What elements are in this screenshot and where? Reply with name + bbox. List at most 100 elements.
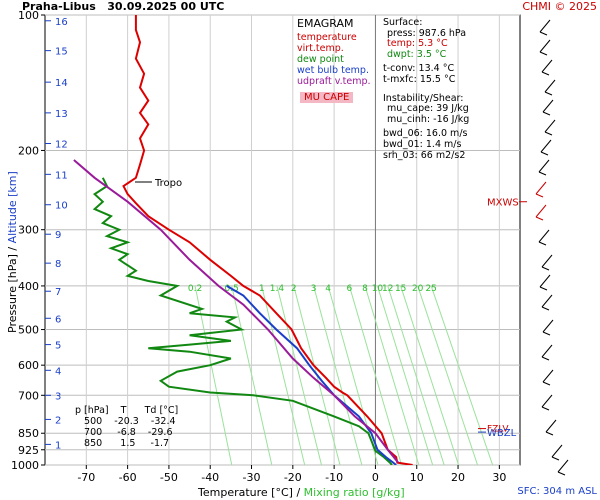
x-tick-label: -50: [160, 471, 178, 484]
mu-cape-badge: MU CAPE: [300, 92, 354, 103]
freezing-level-label: FZLV: [487, 425, 509, 435]
tropopause-label: Tropo: [154, 178, 182, 189]
surface-dwpt: dwpt: 3.5 °C: [387, 48, 447, 60]
series-line-wet-bulb-temp-: [226, 285, 397, 465]
wind-barb-staff: [542, 369, 554, 383]
x-axis-label-temp: Temperature [°C]: [198, 486, 293, 499]
mixing-ratio-line: [364, 285, 420, 465]
mixing-ratio-line: [400, 285, 460, 465]
mixing-ratio-label: 20: [412, 284, 424, 294]
wind-barb-staff: [538, 159, 550, 173]
legend-item-updraft: udpraft v.temp.: [297, 76, 371, 87]
wind-barb-staff: [541, 394, 553, 408]
altitude-tick-label: 4: [55, 366, 61, 377]
altitude-tick-label: 8: [55, 259, 61, 270]
page-title: Praha-Libus 30.09.2025 00 UTC: [22, 0, 224, 13]
altitude-tick-label: 10: [55, 201, 68, 212]
wind-barb-flag: [535, 193, 544, 198]
datetime: 30.09.2025 00 UTC: [107, 0, 225, 13]
legend-item-wet-bulb: wet bulb temp.: [297, 65, 369, 76]
tconv: t-conv: 13.4 °C: [383, 63, 455, 75]
mixing-ratio-label: 3: [311, 284, 317, 294]
max-wind-label: MXWS: [487, 198, 519, 209]
table-row-850: 850 1.5 -1.7: [75, 438, 170, 449]
wind-barb-flag: [551, 456, 560, 461]
legend-item-virt-temp: virt.temp.: [297, 43, 344, 54]
mixing-ratio-line: [276, 285, 322, 465]
y-tick-label: 200: [18, 144, 39, 157]
altitude-tick-label: 2: [55, 415, 61, 426]
x-tick-label: -20: [284, 471, 302, 484]
y-axis-label-altitude: Altitude [km]: [6, 171, 19, 244]
wind-barb-staff: [539, 19, 551, 33]
altitude-tick-label: 14: [55, 78, 68, 89]
wind-barb-flag: [541, 406, 550, 411]
y-tick-label: 300: [18, 224, 39, 237]
mixing-ratio-label: 8: [362, 284, 368, 294]
wind-barb-flag: [541, 266, 550, 271]
altitude-tick-label: 15: [55, 47, 68, 58]
wind-barb-staff: [551, 444, 563, 458]
wind-barb-staff: [544, 79, 556, 93]
x-axis-ticks: -70 -60 -50 -40 -30 -20 -10 0 10 20 30: [77, 465, 506, 484]
series-line-temperature: [122, 15, 413, 465]
wind-barb-staff: [539, 39, 551, 53]
wind-barb-staff: [541, 254, 553, 268]
y-tick-label: 600: [18, 359, 39, 372]
wet-bulb-zero-label: WBZL: [487, 428, 517, 439]
altitude-tick-label: 13: [55, 109, 68, 120]
wind-barb-flag: [540, 151, 549, 156]
wind-barb-staff: [541, 344, 553, 358]
y-tick-label: 500: [18, 324, 39, 337]
wind-barb-staff: [542, 99, 554, 113]
wind-barb-staff: [545, 419, 557, 433]
mixing-ratio-line: [387, 285, 445, 465]
mixing-ratio-line: [194, 285, 233, 465]
altitude-tick-label: 3: [55, 391, 61, 402]
series-line-udpraft-v-temp-: [73, 159, 399, 464]
altitude-tick-label: 16: [55, 17, 68, 28]
mixing-ratio-line: [261, 285, 306, 465]
x-tick-label: 0: [372, 471, 379, 484]
mixing-ratio-label: 15: [395, 284, 406, 294]
mixing-ratio-line: [348, 285, 403, 465]
x-tick-label: 30: [492, 471, 506, 484]
surface-title: Surface:: [383, 17, 423, 28]
wind-barb-flag: [538, 241, 547, 246]
wind-barb-staff: [541, 294, 553, 308]
y-tick-label: 850: [18, 427, 39, 440]
legend-item-temperature: temperature: [297, 32, 357, 43]
wind-barb-flag: [541, 71, 550, 76]
y-tick-label: 925: [18, 444, 39, 457]
wind-barb-flag: [542, 381, 551, 386]
wind-barb-staff: [535, 204, 547, 218]
surface-temp: temp: 5.3 °C: [387, 38, 448, 50]
wind-barb-flag: [538, 171, 547, 176]
x-tick-label: -70: [77, 471, 95, 484]
x-tick-label: -40: [201, 471, 219, 484]
x-axis-label: Temperature [°C] / Mixing ratio [g/kg]: [198, 486, 405, 499]
x-tick-label: -60: [119, 471, 137, 484]
wind-barb-staff: [557, 459, 569, 473]
y-tick-label: 100: [18, 9, 39, 22]
table-header: p [hPa] T Td [°C]: [75, 405, 179, 416]
x-tick-label: 20: [451, 471, 465, 484]
altitude-tick-label: 5: [55, 341, 61, 352]
altitude-tick-label: 7: [55, 287, 61, 298]
mixing-ratio-line: [313, 285, 363, 465]
wind-barb-flag: [535, 216, 544, 221]
sounding-series: [73, 15, 413, 465]
wind-barb-flag: [541, 306, 550, 311]
y-axis-label: Pressure [hPa] / Altitude [km]: [6, 171, 19, 333]
srh-03: srh_03: 66 m2/s2: [383, 149, 466, 161]
series-line-dew-point: [92, 177, 393, 465]
wind-barb-flag: [541, 356, 550, 361]
plot-frame: [44, 14, 521, 466]
mixing-ratio-label: 6: [347, 284, 353, 294]
legend-title: EMAGRAM: [297, 17, 354, 30]
wind-barb-flag: [557, 471, 566, 476]
wind-barb-flag: [539, 31, 548, 36]
